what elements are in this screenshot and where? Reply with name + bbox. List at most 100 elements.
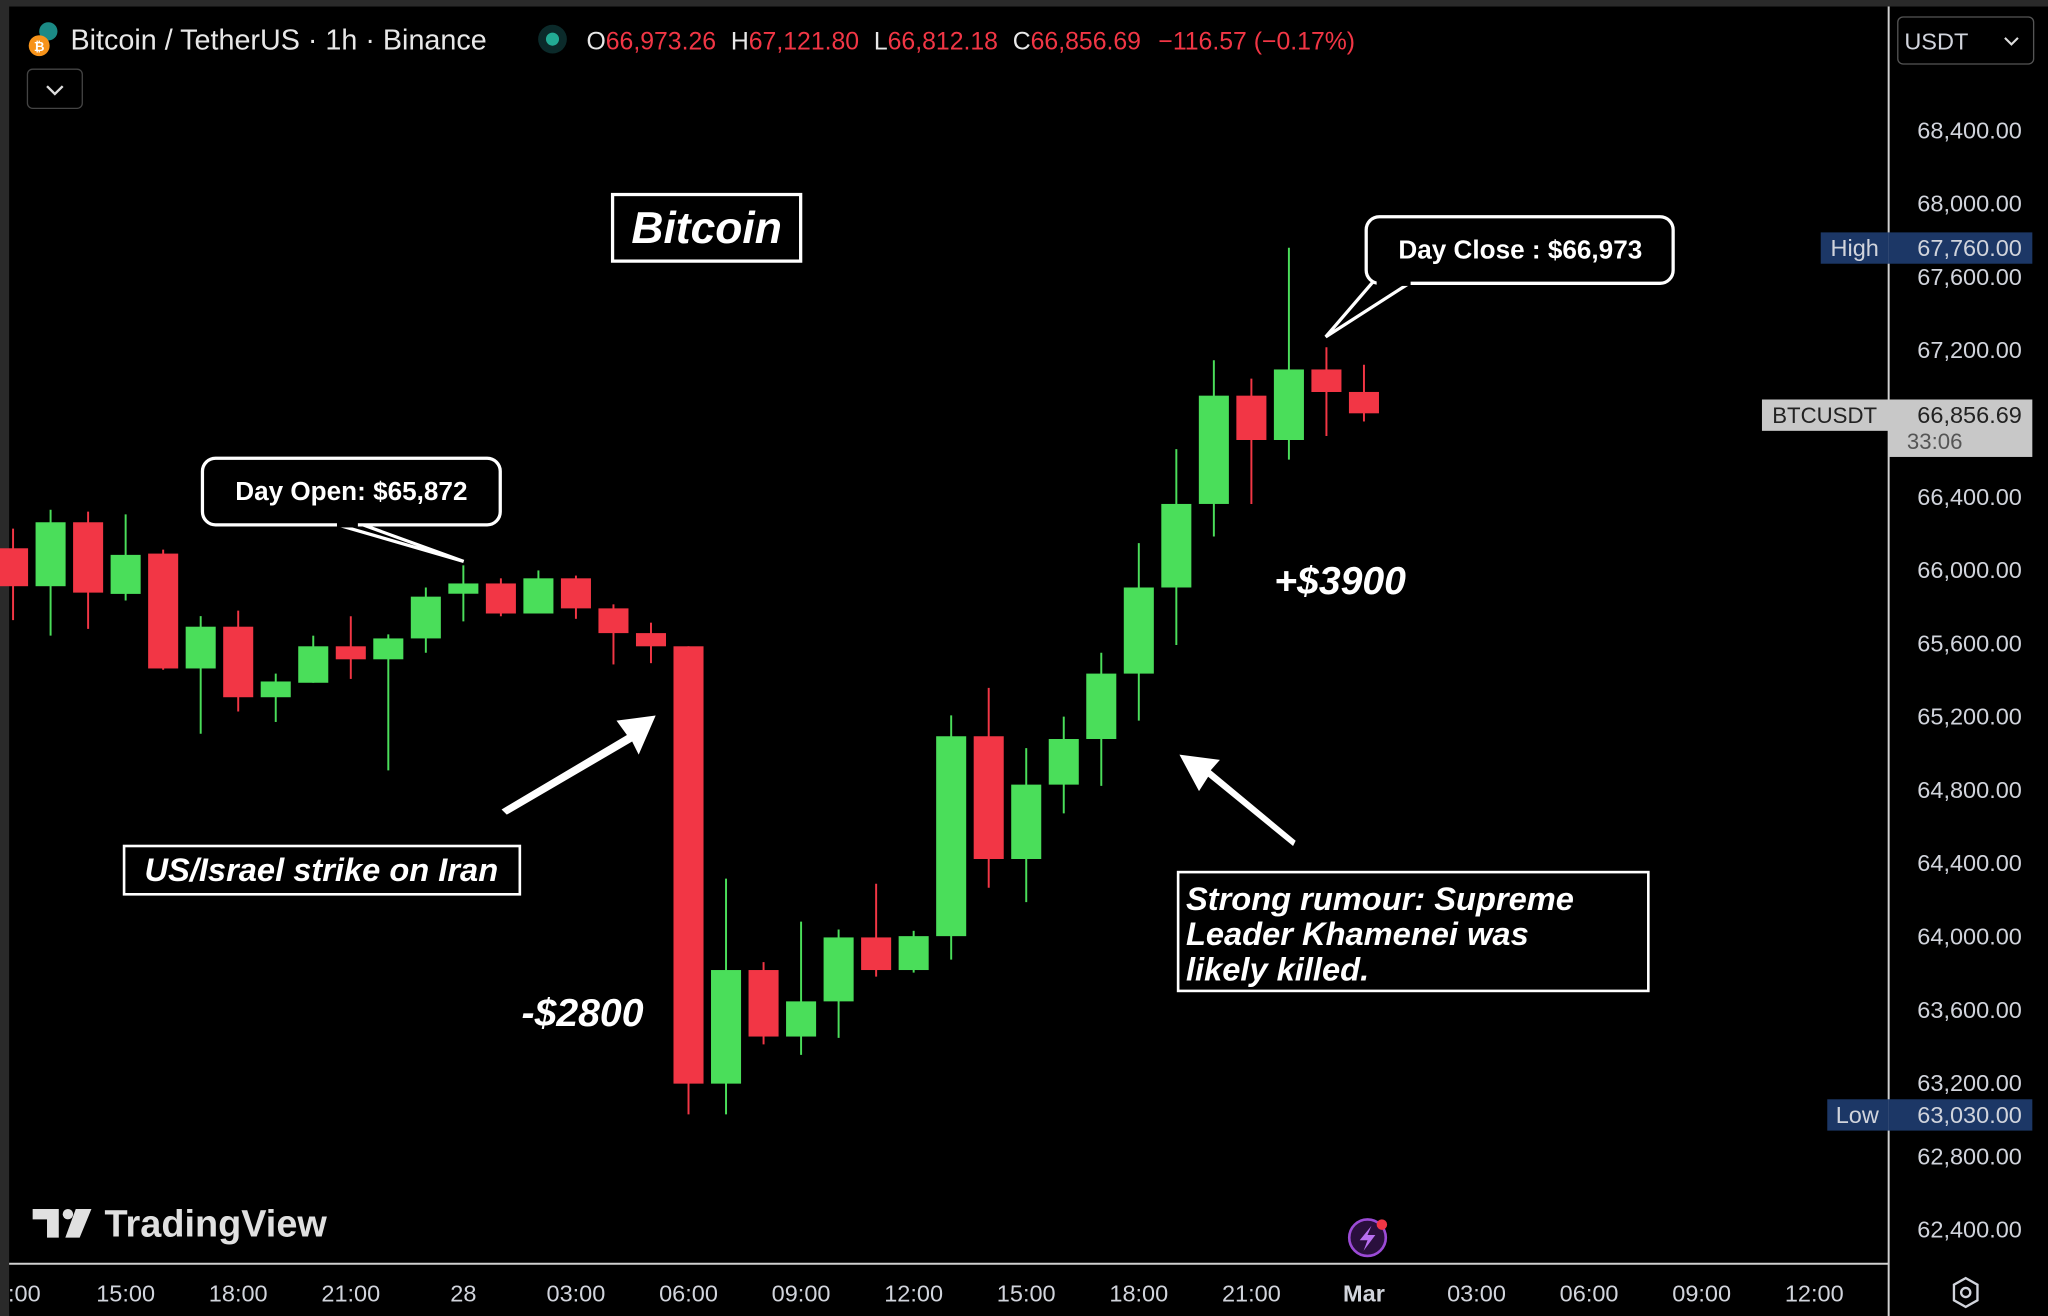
chevron-down-icon (46, 85, 64, 96)
candle[interactable] (335, 616, 366, 679)
candle[interactable] (1348, 364, 1379, 422)
candle-body (898, 936, 929, 971)
candle-body (786, 1001, 817, 1037)
tradingview-logo-text: TradingView (104, 1203, 327, 1245)
day-close-text: Day Close : $66,973 (1398, 235, 1642, 265)
candle-body (1236, 395, 1267, 441)
symbol-title[interactable]: Bitcoin / TetherUS · 1h · Binance (71, 25, 487, 57)
price-tick-label: 66,000.00 (1917, 557, 2022, 583)
candle-body (748, 970, 779, 1037)
candle[interactable] (1236, 378, 1267, 504)
candle[interactable] (711, 878, 742, 1115)
candle[interactable] (1198, 360, 1229, 537)
price-tick-label: 64,000.00 (1917, 924, 2022, 950)
candle[interactable] (898, 930, 929, 973)
candle[interactable] (1048, 716, 1079, 814)
price-tick-label: 63,200.00 (1917, 1070, 2022, 1096)
svg-text:₿: ₿ (34, 39, 45, 54)
arrow-rumour-icon (1179, 754, 1296, 846)
candle-body (1086, 673, 1117, 740)
candle-body (973, 736, 1004, 860)
candle-body (1311, 369, 1342, 393)
rumour-annotation[interactable]: Strong rumour: Supreme Leader Khamenei w… (1176, 870, 1650, 993)
candle[interactable] (1011, 748, 1042, 903)
candle[interactable] (523, 570, 554, 614)
time-tick-label: 03:00 (1447, 1281, 1506, 1307)
candle[interactable] (673, 646, 704, 1115)
candle[interactable] (1161, 449, 1192, 646)
day-open-callout[interactable]: Day Open: $65,872 (200, 456, 502, 563)
candle[interactable] (148, 549, 179, 670)
candle[interactable] (410, 587, 441, 653)
candle-body (861, 937, 892, 971)
time-tick-label: 21:00 (1222, 1281, 1281, 1307)
strike-annotation[interactable]: US/Israel strike on Iran (122, 844, 522, 896)
price-tick-label: 65,600.00 (1917, 630, 2022, 656)
lightning-icon[interactable] (1347, 1218, 1388, 1258)
time-tick-label: 09:00 (1672, 1281, 1731, 1307)
candle[interactable] (635, 622, 667, 664)
candle[interactable] (748, 962, 779, 1045)
candle[interactable] (260, 673, 291, 722)
time-tick-label: 18:00 (1109, 1281, 1168, 1307)
title-annotation[interactable]: Bitcoin (610, 192, 803, 263)
market-open-dot (545, 32, 560, 46)
candle[interactable] (1311, 347, 1342, 436)
candle[interactable] (223, 610, 254, 712)
candle[interactable] (560, 575, 591, 619)
currency-select[interactable]: USDT (1897, 16, 2035, 65)
candle[interactable] (485, 578, 516, 617)
high-badge-value: 67,760.00 (1917, 235, 2022, 261)
time-tick-label: 15:00 (997, 1281, 1056, 1307)
candles-layer[interactable] (0, 247, 1379, 1115)
collapse-legend-button[interactable] (26, 68, 83, 110)
bar-countdown: 33:06 (1907, 429, 1963, 454)
price-tick-label: 67,200.00 (1917, 337, 2022, 363)
candle[interactable] (35, 509, 66, 636)
price-axis[interactable]: 68,400.00 68,000.00 67,600.00 67,200.00 66,4… (1917, 117, 2022, 1242)
settings-gear-icon[interactable] (1952, 1276, 1979, 1309)
candle-body (223, 626, 254, 698)
candle[interactable] (448, 565, 479, 622)
price-tick-label: 68,000.00 (1917, 191, 2022, 217)
candle[interactable] (185, 616, 216, 734)
low-badge: Low 63,030.00 (1827, 1099, 2033, 1131)
day-close-callout[interactable]: Day Close : $66,973 (1324, 215, 1675, 339)
candle-body (35, 522, 66, 587)
candle[interactable] (73, 511, 104, 629)
candle[interactable] (936, 715, 967, 960)
candle[interactable] (110, 514, 141, 601)
rise-label: +$3900 (1274, 560, 1406, 603)
candle[interactable] (786, 921, 817, 1055)
price-tick-label: 66,400.00 (1917, 484, 2022, 510)
candle[interactable] (373, 634, 404, 771)
candle[interactable] (973, 687, 1004, 888)
candle-body (1161, 503, 1192, 588)
candle-body (711, 970, 742, 1084)
candle[interactable] (1123, 543, 1154, 721)
price-tick-label: 64,400.00 (1917, 850, 2022, 876)
tradingview-logo[interactable]: TradingView (32, 1203, 328, 1245)
candle[interactable] (298, 635, 329, 683)
candle[interactable] (823, 929, 854, 1038)
symbol-legend[interactable]: ₿ Bitcoin / TetherUS · 1h · Binance O66,… (26, 22, 1355, 110)
time-tick-label: 28 (450, 1281, 476, 1307)
low-label: L (874, 29, 888, 56)
candle[interactable] (1086, 652, 1117, 786)
candle[interactable] (0, 528, 29, 621)
candle-body (0, 548, 29, 587)
candle[interactable] (861, 883, 892, 977)
time-axis[interactable]: :00 15:00 18:00 21:00 28 03:00 06:00 09:00 12:00… (8, 1281, 1844, 1307)
candle[interactable] (1273, 247, 1304, 460)
rumour-text: Strong rumour: Supreme Leader Khamenei w… (1186, 880, 1583, 987)
candle[interactable] (598, 604, 629, 665)
candle-body (373, 638, 404, 660)
price-tick-label: 62,400.00 (1917, 1217, 2022, 1243)
high-badge: High 67,760.00 (1820, 232, 2033, 264)
candle-body (635, 633, 667, 647)
chevron-down-icon (2004, 37, 2019, 46)
symbol-badge-label: BTCUSDT (1772, 403, 1877, 428)
time-tick-label: 12:00 (884, 1281, 943, 1307)
close-value: 66,856.69 (1031, 29, 1141, 56)
